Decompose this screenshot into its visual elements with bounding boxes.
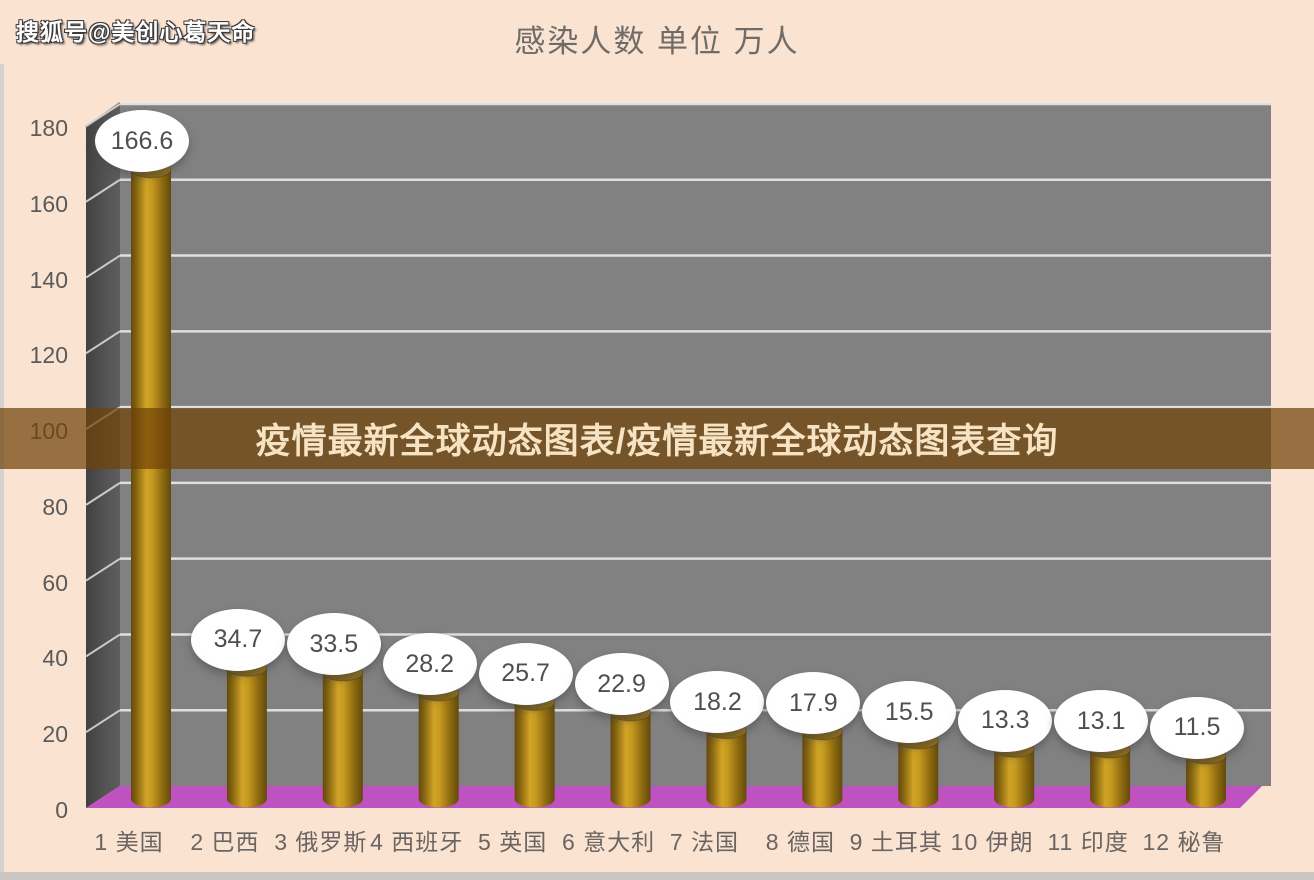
gridline-side	[85, 254, 121, 279]
value-bubble: 166.6	[95, 110, 189, 173]
bar-cylinder	[1090, 749, 1131, 808]
category-label: 7 法国	[669, 829, 740, 855]
value-bubble: 25.7	[478, 642, 573, 705]
bar-cylinder	[418, 692, 459, 808]
gridline-side	[85, 330, 121, 355]
bar-cylinder	[802, 731, 843, 808]
chart-title: 感染人数 单位 万人	[514, 24, 800, 59]
y-axis-label: 80	[42, 493, 68, 520]
gridline-side	[85, 178, 121, 203]
gridline-side	[85, 709, 121, 734]
bar-cylinder	[898, 740, 939, 808]
left-border	[0, 64, 4, 880]
category-label: 5 英国	[478, 829, 548, 855]
bar-cylinder	[994, 748, 1035, 808]
value-bubble: 33.5	[286, 613, 381, 676]
value-bubble: 13.1	[1054, 690, 1149, 753]
category-label: 2 巴西	[190, 829, 260, 855]
y-axis-label: 160	[29, 190, 68, 217]
bar-cylinder	[1185, 755, 1226, 808]
banner-text: 疫情最新全球动态图表/疫情最新全球动态图表查询	[255, 422, 1059, 461]
chart-floor	[86, 786, 1262, 808]
banner-overlay: 疫情最新全球动态图表/疫情最新全球动态图表查询	[0, 408, 1314, 469]
category-label: 8 德国	[765, 829, 835, 855]
y-axis-label: 60	[42, 569, 68, 596]
y-axis-label: 140	[29, 266, 68, 293]
bottom-border	[0, 872, 1314, 880]
gridline-side	[85, 633, 121, 658]
bar-cylinder	[610, 712, 651, 808]
gridline-side	[85, 482, 121, 506]
y-axis-label: 20	[42, 721, 68, 748]
bar-cylinder	[131, 169, 171, 808]
category-label: 12 秘鲁	[1142, 829, 1226, 855]
value-bubble: 34.7	[190, 608, 285, 671]
category-label: 6 意大利	[561, 829, 656, 855]
value-bubble: 11.5	[1149, 696, 1244, 759]
bars	[130, 160, 1227, 808]
gridlines	[85, 102, 1271, 734]
bar-cylinder	[226, 667, 267, 808]
category-label: 10 伊朗	[950, 829, 1034, 855]
value-bubble: 22.9	[574, 653, 669, 716]
y-axis-label: 180	[29, 114, 68, 141]
gridline-side	[85, 103, 121, 127]
y-axis-label: 120	[29, 342, 68, 369]
value-bubble: 17.9	[766, 672, 861, 735]
value-bubble: 28.2	[382, 633, 477, 696]
y-axis-label: 0	[55, 797, 68, 823]
value-bubble: 13.3	[958, 689, 1053, 752]
y-axis-label: 40	[42, 645, 68, 672]
category-label: 11 印度	[1047, 829, 1129, 855]
category-label: 1 美国	[94, 829, 164, 855]
category-label: 9 土耳其	[849, 829, 943, 855]
watermark: 搜狐号@美创心葛天命	[16, 19, 256, 45]
value-bubble: 15.5	[862, 681, 957, 744]
category-label: 4 西班牙	[370, 829, 464, 855]
bar-cylinder	[322, 672, 363, 808]
value-bubble: 18.2	[670, 671, 765, 734]
bar-cylinder	[706, 730, 747, 808]
bar-cylinder	[514, 701, 555, 808]
category-label: 3 俄罗斯	[274, 829, 368, 855]
gridline-side	[85, 557, 121, 582]
